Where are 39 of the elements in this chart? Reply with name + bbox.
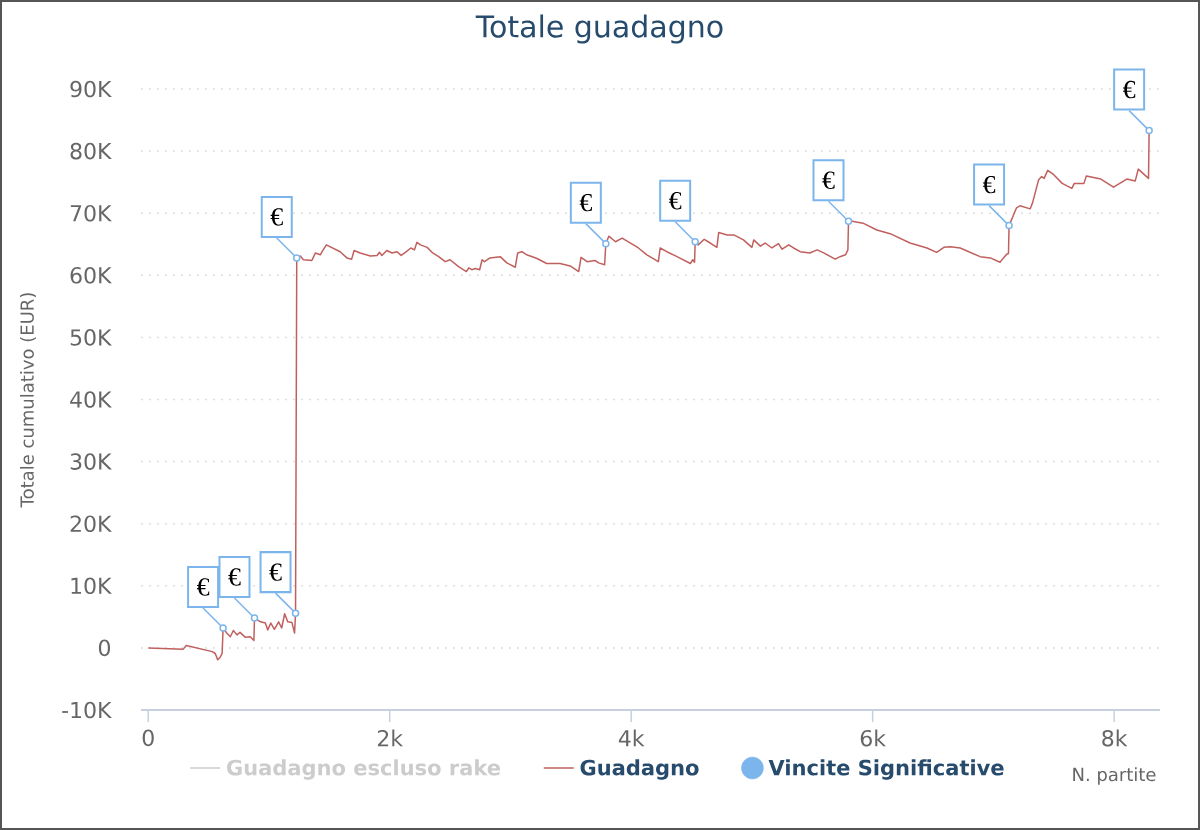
annotation: € [270, 208, 283, 226]
x-tick-label: 2k [377, 729, 404, 747]
x-axis-title: N. partite [1073, 767, 1156, 785]
point [691, 238, 699, 246]
annotation: € [196, 578, 210, 596]
y-tick-label: 90K [70, 80, 112, 98]
y-tick-label: 40K [70, 391, 112, 408]
y-tick-label: 60K [70, 266, 112, 284]
point [844, 217, 853, 226]
y-tick-label: 30K [70, 453, 112, 470]
point [219, 624, 227, 632]
point [1145, 126, 1153, 135]
x-tick-label: 4k [618, 729, 645, 747]
y-tick-label: 80K [70, 142, 112, 160]
y-tick-label: 10K [71, 577, 112, 595]
point [250, 614, 259, 622]
y-tick-label: 0 [98, 639, 111, 657]
point [602, 239, 610, 248]
point [291, 609, 300, 617]
x-tick-label: 8k [1102, 729, 1128, 747]
y-tick-label: 70K [70, 204, 112, 222]
annotation: € [1123, 80, 1136, 99]
legend-label: Vincite Significative [768, 759, 1004, 780]
point [293, 254, 301, 262]
annotation: € [269, 563, 282, 581]
x-tick-label: 0 [142, 729, 154, 747]
y-axis-title: Totale cumulativo (EUR) [19, 293, 37, 508]
annotation: € [228, 568, 241, 586]
x-tick-label: 6k [860, 729, 886, 747]
y-tick-label: 20K [70, 515, 112, 533]
chart-title: Totale guadagno [475, 14, 723, 44]
annotation: € [822, 171, 835, 189]
y-tick-label: -10K [62, 701, 112, 719]
annotation: € [982, 175, 996, 194]
annotation: € [579, 193, 592, 212]
point [1005, 221, 1013, 230]
legend-label: Guadagno [580, 759, 699, 780]
y-tick-label: 50K [70, 329, 112, 346]
annotation: € [669, 192, 682, 210]
